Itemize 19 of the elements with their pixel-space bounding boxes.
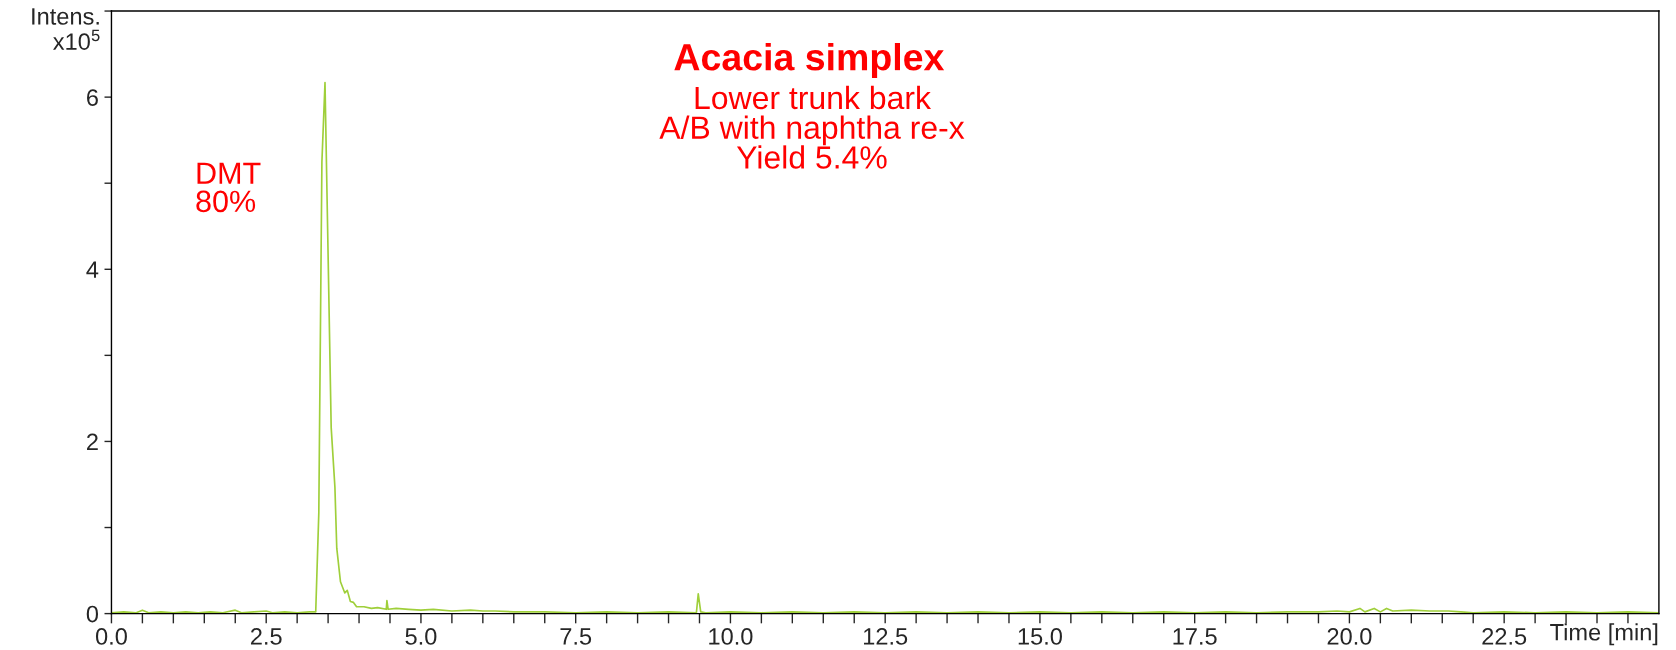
x-tick-label: 20.0: [1327, 628, 1372, 645]
x-tick-label: 5.0: [405, 628, 437, 645]
x-tick-label: 15.0: [1018, 628, 1062, 645]
x-tick-label: 12.5: [864, 628, 908, 645]
y-tick-label: 6: [87, 89, 98, 106]
annotation: DMT 80%: [196, 162, 261, 213]
x-tick-label: 2.5: [250, 628, 282, 645]
y-tick-label: 2: [87, 433, 98, 450]
y-axis-title: Intens. x10$^{5}$: [32, 8, 100, 51]
text: Lower trunk bark A/B with naphtha re-x Yield 5.4%: [659, 85, 965, 169]
y-tick-label: 4: [86, 261, 99, 278]
x-tick-label: 10.0: [709, 628, 753, 645]
x-tick-label: 7.5: [560, 628, 592, 645]
text: Acacia simplex: [674, 42, 945, 78]
x-axis-title: Time [min]: [1550, 623, 1658, 646]
x-tick-label: 17.5: [1173, 628, 1217, 645]
x-tick-label: 22.5: [1482, 628, 1527, 645]
y-tick-label: 0: [86, 605, 99, 623]
x-tick-label: 0.0: [95, 628, 127, 645]
